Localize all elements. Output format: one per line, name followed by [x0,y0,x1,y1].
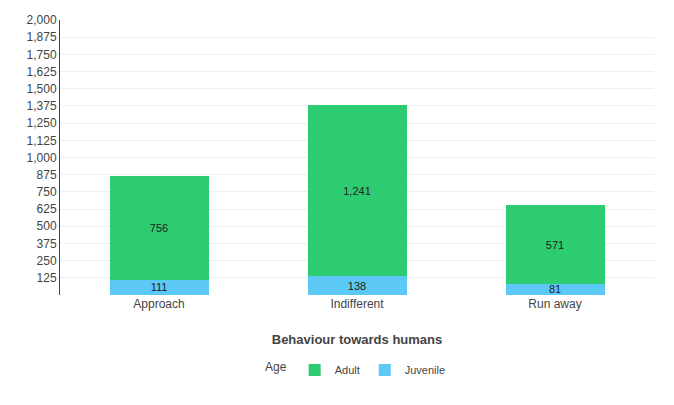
svg-text:1,375: 1,375 [27,99,57,113]
svg-text:138: 138 [348,280,366,292]
svg-text:Juvenile: Juvenile [405,364,445,376]
svg-text:1,250: 1,250 [27,116,57,130]
svg-text:125: 125 [37,271,57,285]
svg-text:750: 750 [37,185,57,199]
svg-text:Adult: Adult [335,364,360,376]
svg-text:1,000: 1,000 [27,151,57,165]
svg-text:Run away: Run away [528,297,581,311]
svg-text:Indifferent: Indifferent [330,297,384,311]
svg-text:250: 250 [37,254,57,268]
svg-text:1,625: 1,625 [27,65,57,79]
svg-text:875: 875 [37,168,57,182]
svg-text:625: 625 [37,202,57,216]
svg-text:1,241: 1,241 [343,185,371,197]
svg-text:571: 571 [546,239,564,251]
svg-text:Age: Age [265,360,287,374]
svg-text:2,000: 2,000 [27,13,57,27]
svg-text:Behaviour towards humans: Behaviour towards humans [272,332,442,347]
svg-text:Approach: Approach [133,297,184,311]
svg-text:1,750: 1,750 [27,48,57,62]
svg-text:1,875: 1,875 [27,30,57,44]
svg-text:756: 756 [150,222,168,234]
svg-text:1,125: 1,125 [27,134,57,148]
svg-text:375: 375 [37,237,57,251]
svg-text:1,500: 1,500 [27,82,57,96]
svg-text:500: 500 [37,219,57,233]
svg-text:111: 111 [151,281,168,293]
svg-text:81: 81 [549,283,561,295]
